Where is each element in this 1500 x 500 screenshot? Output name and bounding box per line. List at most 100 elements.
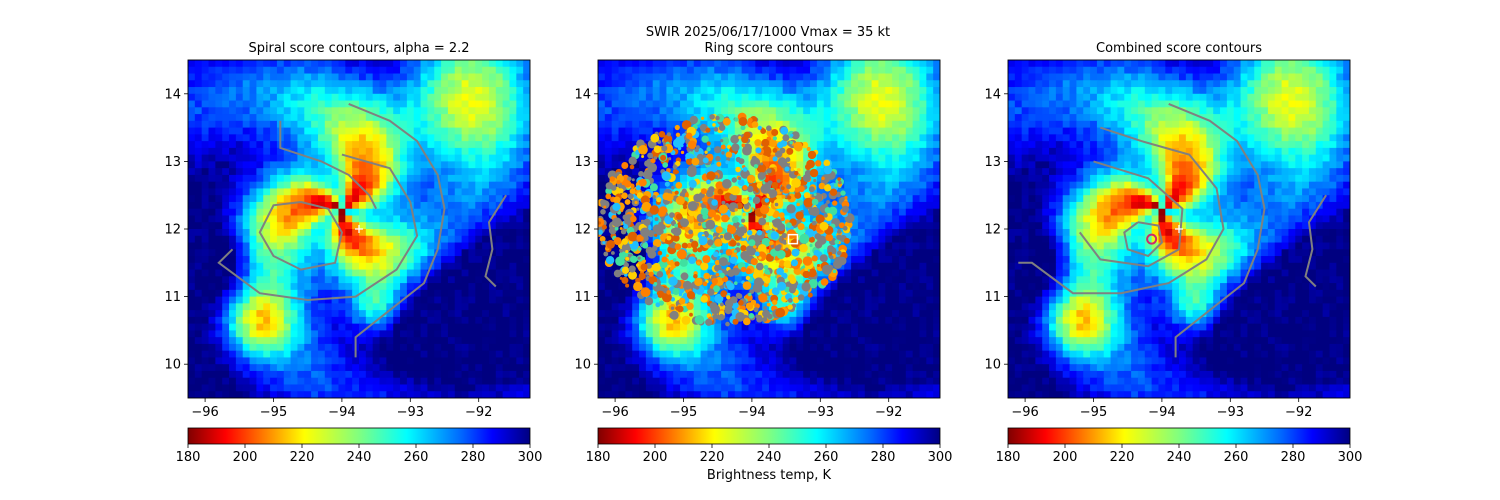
image-pixel <box>604 222 613 230</box>
image-pixel <box>406 384 415 392</box>
image-pixel <box>769 147 777 156</box>
image-pixel <box>502 330 511 338</box>
image-pixel <box>618 107 626 115</box>
image-pixel <box>400 229 408 237</box>
image-pixel <box>488 289 497 298</box>
image-pixel <box>885 141 893 149</box>
image-pixel <box>188 350 196 359</box>
image-pixel <box>215 303 223 311</box>
image-pixel <box>324 303 333 311</box>
image-pixel <box>359 256 367 264</box>
image-pixel <box>789 60 797 68</box>
image-pixel <box>816 310 825 318</box>
image-pixel <box>413 93 422 102</box>
image-pixel <box>871 377 880 386</box>
image-pixel <box>229 100 237 108</box>
image-pixel <box>823 134 832 142</box>
image-pixel <box>898 310 907 318</box>
image-pixel <box>331 222 340 230</box>
image-pixel <box>673 87 681 95</box>
image-pixel <box>680 100 688 108</box>
image-pixel <box>400 134 408 142</box>
image-pixel <box>598 370 606 379</box>
image-pixel <box>413 134 422 142</box>
image-pixel <box>755 154 763 162</box>
image-pixel <box>468 195 476 203</box>
image-pixel <box>441 66 449 75</box>
image-pixel <box>926 357 934 365</box>
image-pixel <box>413 350 422 359</box>
image-pixel <box>700 330 709 338</box>
image-pixel <box>905 147 914 156</box>
image-pixel <box>242 262 251 271</box>
image-pixel <box>352 201 360 210</box>
image-pixel <box>441 310 449 318</box>
image-pixel <box>673 127 681 135</box>
image-pixel <box>775 66 784 75</box>
image-pixel <box>933 93 940 102</box>
image-pixel <box>509 127 517 135</box>
image-pixel <box>755 107 763 115</box>
image-pixel <box>311 235 319 244</box>
image-pixel <box>208 215 216 223</box>
image-pixel <box>796 310 804 318</box>
image-pixel <box>837 377 845 386</box>
image-pixel <box>482 384 490 392</box>
image-pixel <box>495 289 504 298</box>
image-pixel <box>475 114 483 122</box>
image-pixel <box>283 316 292 325</box>
image-pixel <box>256 181 264 190</box>
image-pixel <box>345 154 353 162</box>
image-pixel <box>311 188 319 196</box>
image-pixel <box>905 310 914 318</box>
image-pixel <box>905 87 914 95</box>
x-tick-label: −95 <box>260 405 287 420</box>
image-pixel <box>645 377 654 386</box>
image-pixel <box>283 87 292 95</box>
image-pixel <box>625 60 633 68</box>
image-pixel <box>365 391 374 398</box>
image-pixel <box>803 303 811 311</box>
image-pixel <box>406 80 415 88</box>
image-pixel <box>447 364 456 372</box>
image-pixel <box>878 283 886 291</box>
image-pixel <box>297 147 305 156</box>
image-pixel <box>851 316 859 325</box>
image-pixel <box>926 303 934 311</box>
image-pixel <box>926 174 934 183</box>
image-pixel <box>468 80 476 88</box>
image-pixel <box>488 303 497 311</box>
image-pixel <box>201 60 210 68</box>
image-pixel <box>803 60 811 68</box>
image-pixel <box>871 343 880 352</box>
image-pixel <box>352 330 360 338</box>
image-pixel <box>604 147 613 156</box>
image-pixel <box>365 120 374 129</box>
image-pixel <box>789 127 797 135</box>
image-pixel <box>933 80 940 88</box>
image-pixel <box>892 316 900 325</box>
image-pixel <box>748 134 756 142</box>
image-pixel <box>420 249 428 257</box>
image-pixel <box>762 114 770 122</box>
image-pixel <box>598 242 606 250</box>
image-pixel <box>393 283 401 291</box>
image-pixel <box>919 215 927 223</box>
image-pixel <box>379 93 387 102</box>
image-pixel <box>406 107 415 115</box>
image-pixel <box>297 283 305 291</box>
image-pixel <box>632 87 640 95</box>
image-pixel <box>898 134 907 142</box>
image-pixel <box>447 235 456 244</box>
image-pixel <box>434 364 442 372</box>
image-pixel <box>283 289 292 298</box>
image-pixel <box>844 323 852 331</box>
image-pixel <box>762 107 770 115</box>
image-pixel <box>413 256 422 264</box>
image-pixel <box>434 370 442 379</box>
image-pixel <box>775 343 784 352</box>
image-pixel <box>468 87 476 95</box>
image-pixel <box>598 195 606 203</box>
image-pixel <box>830 127 838 135</box>
image-pixel <box>926 100 934 108</box>
